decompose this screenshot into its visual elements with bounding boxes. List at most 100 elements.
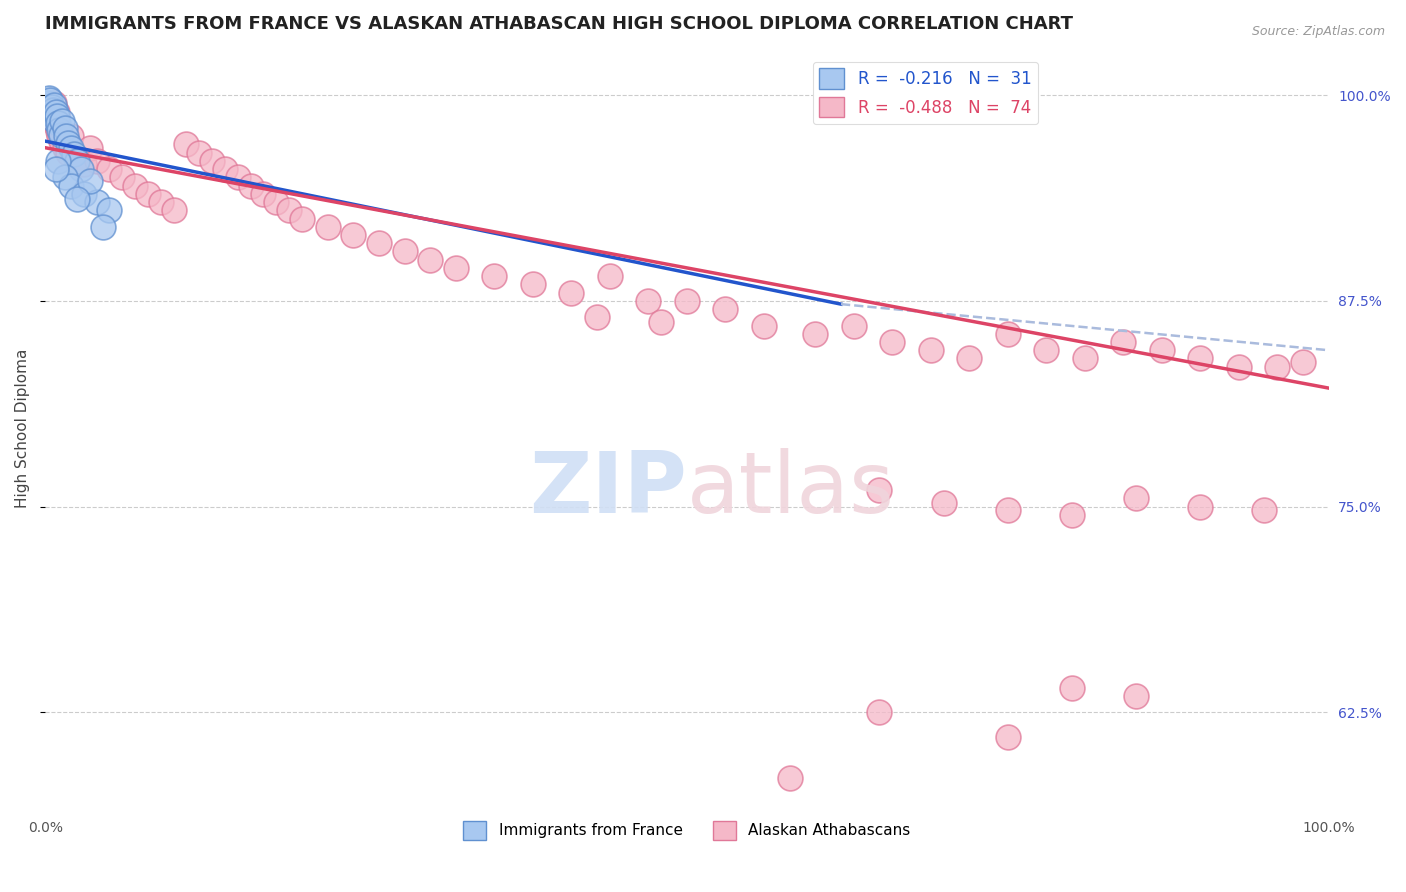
Point (136, 186, 159, 201)
Point (444, 260, 467, 275)
Point (124, 178, 146, 193)
Point (1060, 681, 1083, 695)
Text: ZIP: ZIP (529, 448, 688, 531)
Point (79, 174, 101, 188)
Point (1189, 351, 1212, 366)
Point (51, 114, 73, 128)
Point (997, 326, 1019, 341)
Point (676, 293, 699, 308)
Point (239, 178, 262, 193)
Point (149, 195, 172, 210)
Point (752, 318, 775, 333)
Point (1125, 491, 1147, 506)
Point (779, 771, 801, 785)
Point (66, 153, 89, 168)
Point (1150, 343, 1173, 358)
Point (53, 141, 76, 155)
Point (66, 151, 89, 165)
Point (560, 285, 582, 300)
Point (932, 496, 955, 510)
Point (91, 219, 114, 234)
Point (66, 192, 89, 206)
Point (79, 141, 101, 155)
Point (316, 219, 339, 234)
Point (45, 110, 67, 124)
Point (48, 129, 70, 144)
Point (42, 112, 65, 127)
Point (484, 269, 506, 284)
Point (291, 211, 314, 226)
Point (46, 116, 69, 130)
Point (44, 112, 66, 127)
Text: Source: ZipAtlas.com: Source: ZipAtlas.com (1251, 25, 1385, 38)
Point (37, 99, 59, 113)
Point (59, 129, 82, 144)
Point (1265, 359, 1288, 374)
Point (842, 318, 865, 333)
Text: IMMIGRANTS FROM FRANCE VS ALASKAN ATHABASCAN HIGH SCHOOL DIPLOMA CORRELATION CHA: IMMIGRANTS FROM FRANCE VS ALASKAN ATHABA… (45, 15, 1073, 33)
Point (62, 147, 84, 161)
Legend: Immigrants from France, Alaskan Athabascans: Immigrants from France, Alaskan Athabasc… (457, 814, 917, 846)
Point (1292, 355, 1315, 369)
Point (41, 99, 63, 113)
Point (42, 103, 65, 117)
Point (201, 153, 224, 168)
Point (1060, 508, 1083, 522)
Point (37, 96, 59, 111)
Point (394, 244, 416, 259)
Point (73, 186, 96, 201)
Point (637, 293, 659, 308)
Point (45, 162, 67, 177)
Point (59, 178, 82, 193)
Point (1253, 503, 1275, 517)
Point (650, 315, 672, 329)
Point (98, 203, 121, 218)
Point (278, 203, 301, 218)
Point (920, 343, 942, 358)
Point (59, 141, 82, 155)
Point (226, 170, 249, 185)
Point (162, 203, 184, 218)
Point (49, 134, 72, 148)
Point (111, 170, 134, 185)
Point (53, 170, 76, 185)
Point (714, 301, 737, 316)
Point (44, 98, 66, 112)
Point (45, 104, 67, 119)
Point (368, 236, 391, 251)
Point (997, 503, 1019, 517)
Point (586, 310, 609, 325)
Point (86, 153, 108, 168)
Point (1125, 689, 1147, 703)
Point (46, 153, 69, 168)
Point (39, 93, 62, 107)
Point (46, 124, 69, 138)
Point (49, 128, 72, 142)
Point (53, 120, 76, 135)
Point (599, 269, 621, 284)
Point (38, 91, 60, 105)
Point (997, 730, 1019, 744)
Point (98, 162, 121, 177)
Y-axis label: High School Diploma: High School Diploma (15, 349, 30, 508)
Point (869, 483, 891, 498)
Point (176, 137, 198, 152)
Point (804, 326, 827, 341)
Point (342, 227, 364, 242)
Point (48, 122, 70, 136)
Point (1227, 359, 1250, 374)
Point (73, 157, 96, 171)
Point (44, 96, 66, 111)
Point (55, 129, 77, 144)
Point (86, 195, 108, 210)
Point (1189, 500, 1212, 514)
Point (957, 351, 980, 366)
Point (41, 108, 63, 122)
Point (58, 145, 80, 160)
Point (419, 252, 441, 267)
Point (188, 145, 211, 160)
Point (266, 195, 288, 210)
Point (869, 706, 891, 720)
Point (214, 162, 236, 177)
Point (1112, 334, 1135, 349)
